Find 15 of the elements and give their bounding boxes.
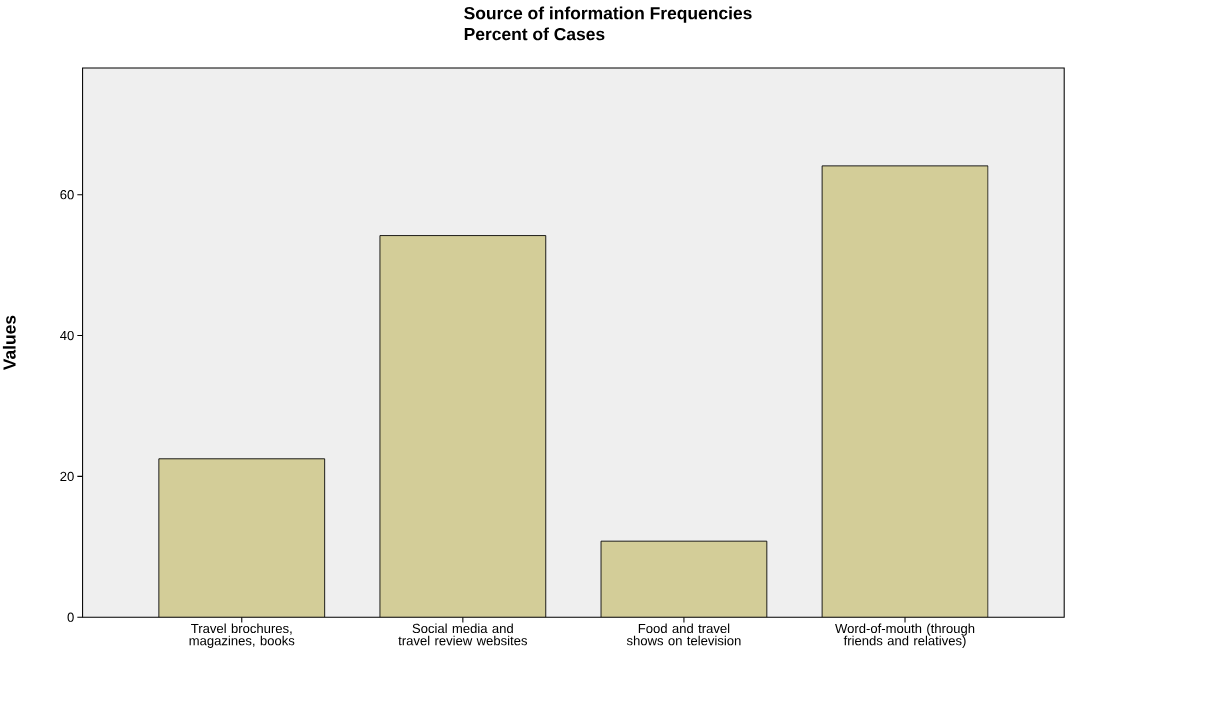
bar	[601, 541, 767, 618]
bar	[379, 235, 547, 618]
y-tick-label: 20	[60, 471, 74, 482]
bar	[821, 165, 989, 618]
y-axis-title: Values	[2, 315, 16, 371]
x-tick-label: Food and travel shows on television	[626, 623, 741, 646]
x-tick-label: Social media and travel review websites	[398, 623, 528, 646]
chart-title: Source of information Frequencies	[464, 6, 752, 23]
x-tick-label: Word-of-mouth (through friends and relatives)	[835, 623, 975, 648]
x-tick-label: Travel brochures, magazines, books	[189, 623, 295, 648]
y-tick-label: 0	[67, 612, 74, 622]
bar	[158, 458, 326, 618]
chart-subtitle: Percent of Cases	[464, 27, 605, 41]
y-tick-label: 60	[60, 190, 74, 200]
y-tick-label: 40	[60, 331, 74, 341]
